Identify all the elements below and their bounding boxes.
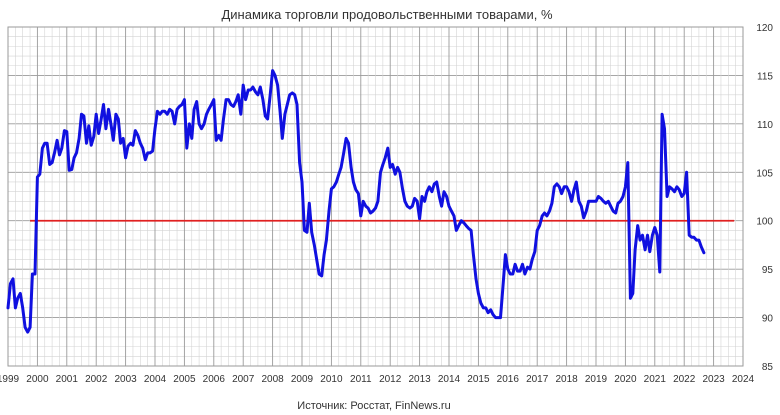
x-tick-label: 2008 bbox=[261, 374, 284, 385]
x-tick-label: 2019 bbox=[585, 374, 608, 385]
x-tick-label: 2004 bbox=[144, 374, 167, 385]
x-tick-label: 2011 bbox=[350, 374, 372, 385]
x-tick-label: 2002 bbox=[85, 374, 108, 385]
x-tick-label: 2020 bbox=[614, 374, 637, 385]
y-tick-label: 110 bbox=[757, 120, 773, 131]
x-tick-label: 2013 bbox=[408, 374, 431, 385]
y-tick-label: 90 bbox=[762, 314, 774, 325]
y-axis-ticks: 85 90 95 100 105 110 115 120 bbox=[756, 23, 773, 373]
y-tick-label: 95 bbox=[762, 265, 774, 276]
x-tick-label: 2015 bbox=[467, 374, 490, 385]
x-tick-label: 2009 bbox=[291, 374, 314, 385]
y-tick-label: 100 bbox=[756, 217, 773, 228]
x-tick-label: 2014 bbox=[438, 374, 461, 385]
x-tick-label: 2006 bbox=[203, 374, 226, 385]
chart-title: Динамика торговли продовольственными тов… bbox=[221, 7, 552, 22]
y-tick-label: 120 bbox=[756, 23, 773, 34]
x-tick-label: 2012 bbox=[379, 374, 402, 385]
x-tick-label: 2021 bbox=[644, 374, 667, 385]
x-tick-label: 2003 bbox=[114, 374, 137, 385]
plot-frame bbox=[7, 26, 744, 367]
x-tick-label: 2023 bbox=[702, 374, 725, 385]
series-line bbox=[6, 69, 706, 334]
y-tick-label: 105 bbox=[756, 168, 773, 179]
x-tick-label: 2010 bbox=[320, 374, 343, 385]
x-tick-label: 2018 bbox=[555, 374, 578, 385]
x-tick-label: 2024 bbox=[732, 374, 755, 385]
x-axis-ticks: 1999 2000 2001 2002 2003 2004 2005 2006 2007 2008… bbox=[0, 374, 755, 385]
x-tick-label: 2007 bbox=[232, 374, 255, 385]
x-tick-label: 1999 bbox=[0, 374, 20, 385]
x-tick-label: 2005 bbox=[173, 374, 196, 385]
x-tick-label: 2016 bbox=[497, 374, 520, 385]
x-tick-label: 2000 bbox=[26, 374, 49, 385]
chart-source: Источник: Росстат, FinNews.ru bbox=[297, 400, 450, 412]
x-tick-label: 2022 bbox=[673, 374, 696, 385]
grid bbox=[7, 26, 744, 367]
y-tick-label: 115 bbox=[757, 71, 773, 82]
x-tick-label: 2001 bbox=[56, 374, 79, 385]
y-tick-label: 85 bbox=[762, 362, 774, 373]
x-tick-label: 2017 bbox=[526, 374, 549, 385]
